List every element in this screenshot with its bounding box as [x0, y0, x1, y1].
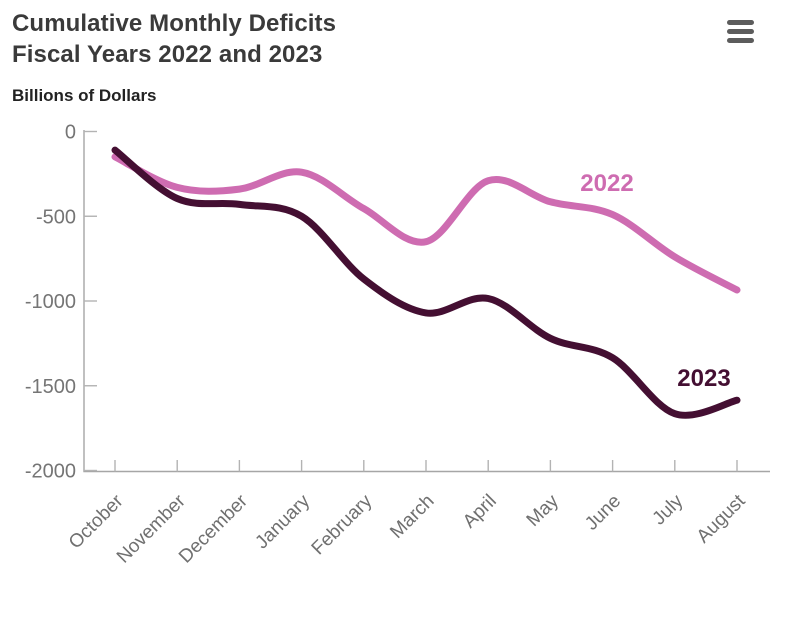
y-axis-labels: 0 -500 -1000 -1500 -2000 [25, 122, 76, 483]
menu-bar [727, 38, 754, 43]
hamburger-menu-icon[interactable] [727, 20, 754, 43]
series-lines [111, 146, 741, 419]
y-tick-label: -500 [36, 206, 76, 228]
axis-ticks [84, 130, 738, 472]
y-tick-label: -1500 [25, 376, 76, 398]
x-tick-label: June [581, 491, 625, 535]
chart-title-line1: Cumulative Monthly Deficits [12, 10, 337, 37]
axes [83, 130, 770, 473]
x-tick-label: December [175, 490, 252, 567]
x-tick-label: April [459, 491, 501, 533]
axis-line [83, 130, 770, 473]
x-tick-label: August [693, 490, 750, 547]
x-tick-label: May [523, 490, 564, 531]
x-tick-label: March [386, 491, 438, 543]
y-tick-label: -1000 [25, 291, 76, 313]
menu-bar [727, 20, 754, 25]
y-axis-units-label: Billions of Dollars [12, 86, 157, 105]
series-line-2022 [111, 153, 741, 294]
y-tick-label: 0 [65, 122, 76, 144]
chart-title: Cumulative Monthly Deficits Fiscal Years… [12, 8, 336, 70]
x-tick-label: January [251, 490, 314, 553]
series-label-2022: 2022 [580, 170, 633, 197]
x-tick-label: February [308, 490, 377, 559]
chart-title-line2: Fiscal Years 2022 and 2023 [12, 41, 323, 68]
x-tick-label: July [649, 490, 688, 529]
y-tick-label: -2000 [25, 461, 76, 483]
menu-bar [727, 29, 754, 34]
series-end-labels: 2022 2023 [580, 170, 730, 392]
series-label-2023: 2023 [677, 365, 730, 392]
series-line-2023 [111, 146, 741, 419]
x-tick-label: October [65, 490, 128, 553]
